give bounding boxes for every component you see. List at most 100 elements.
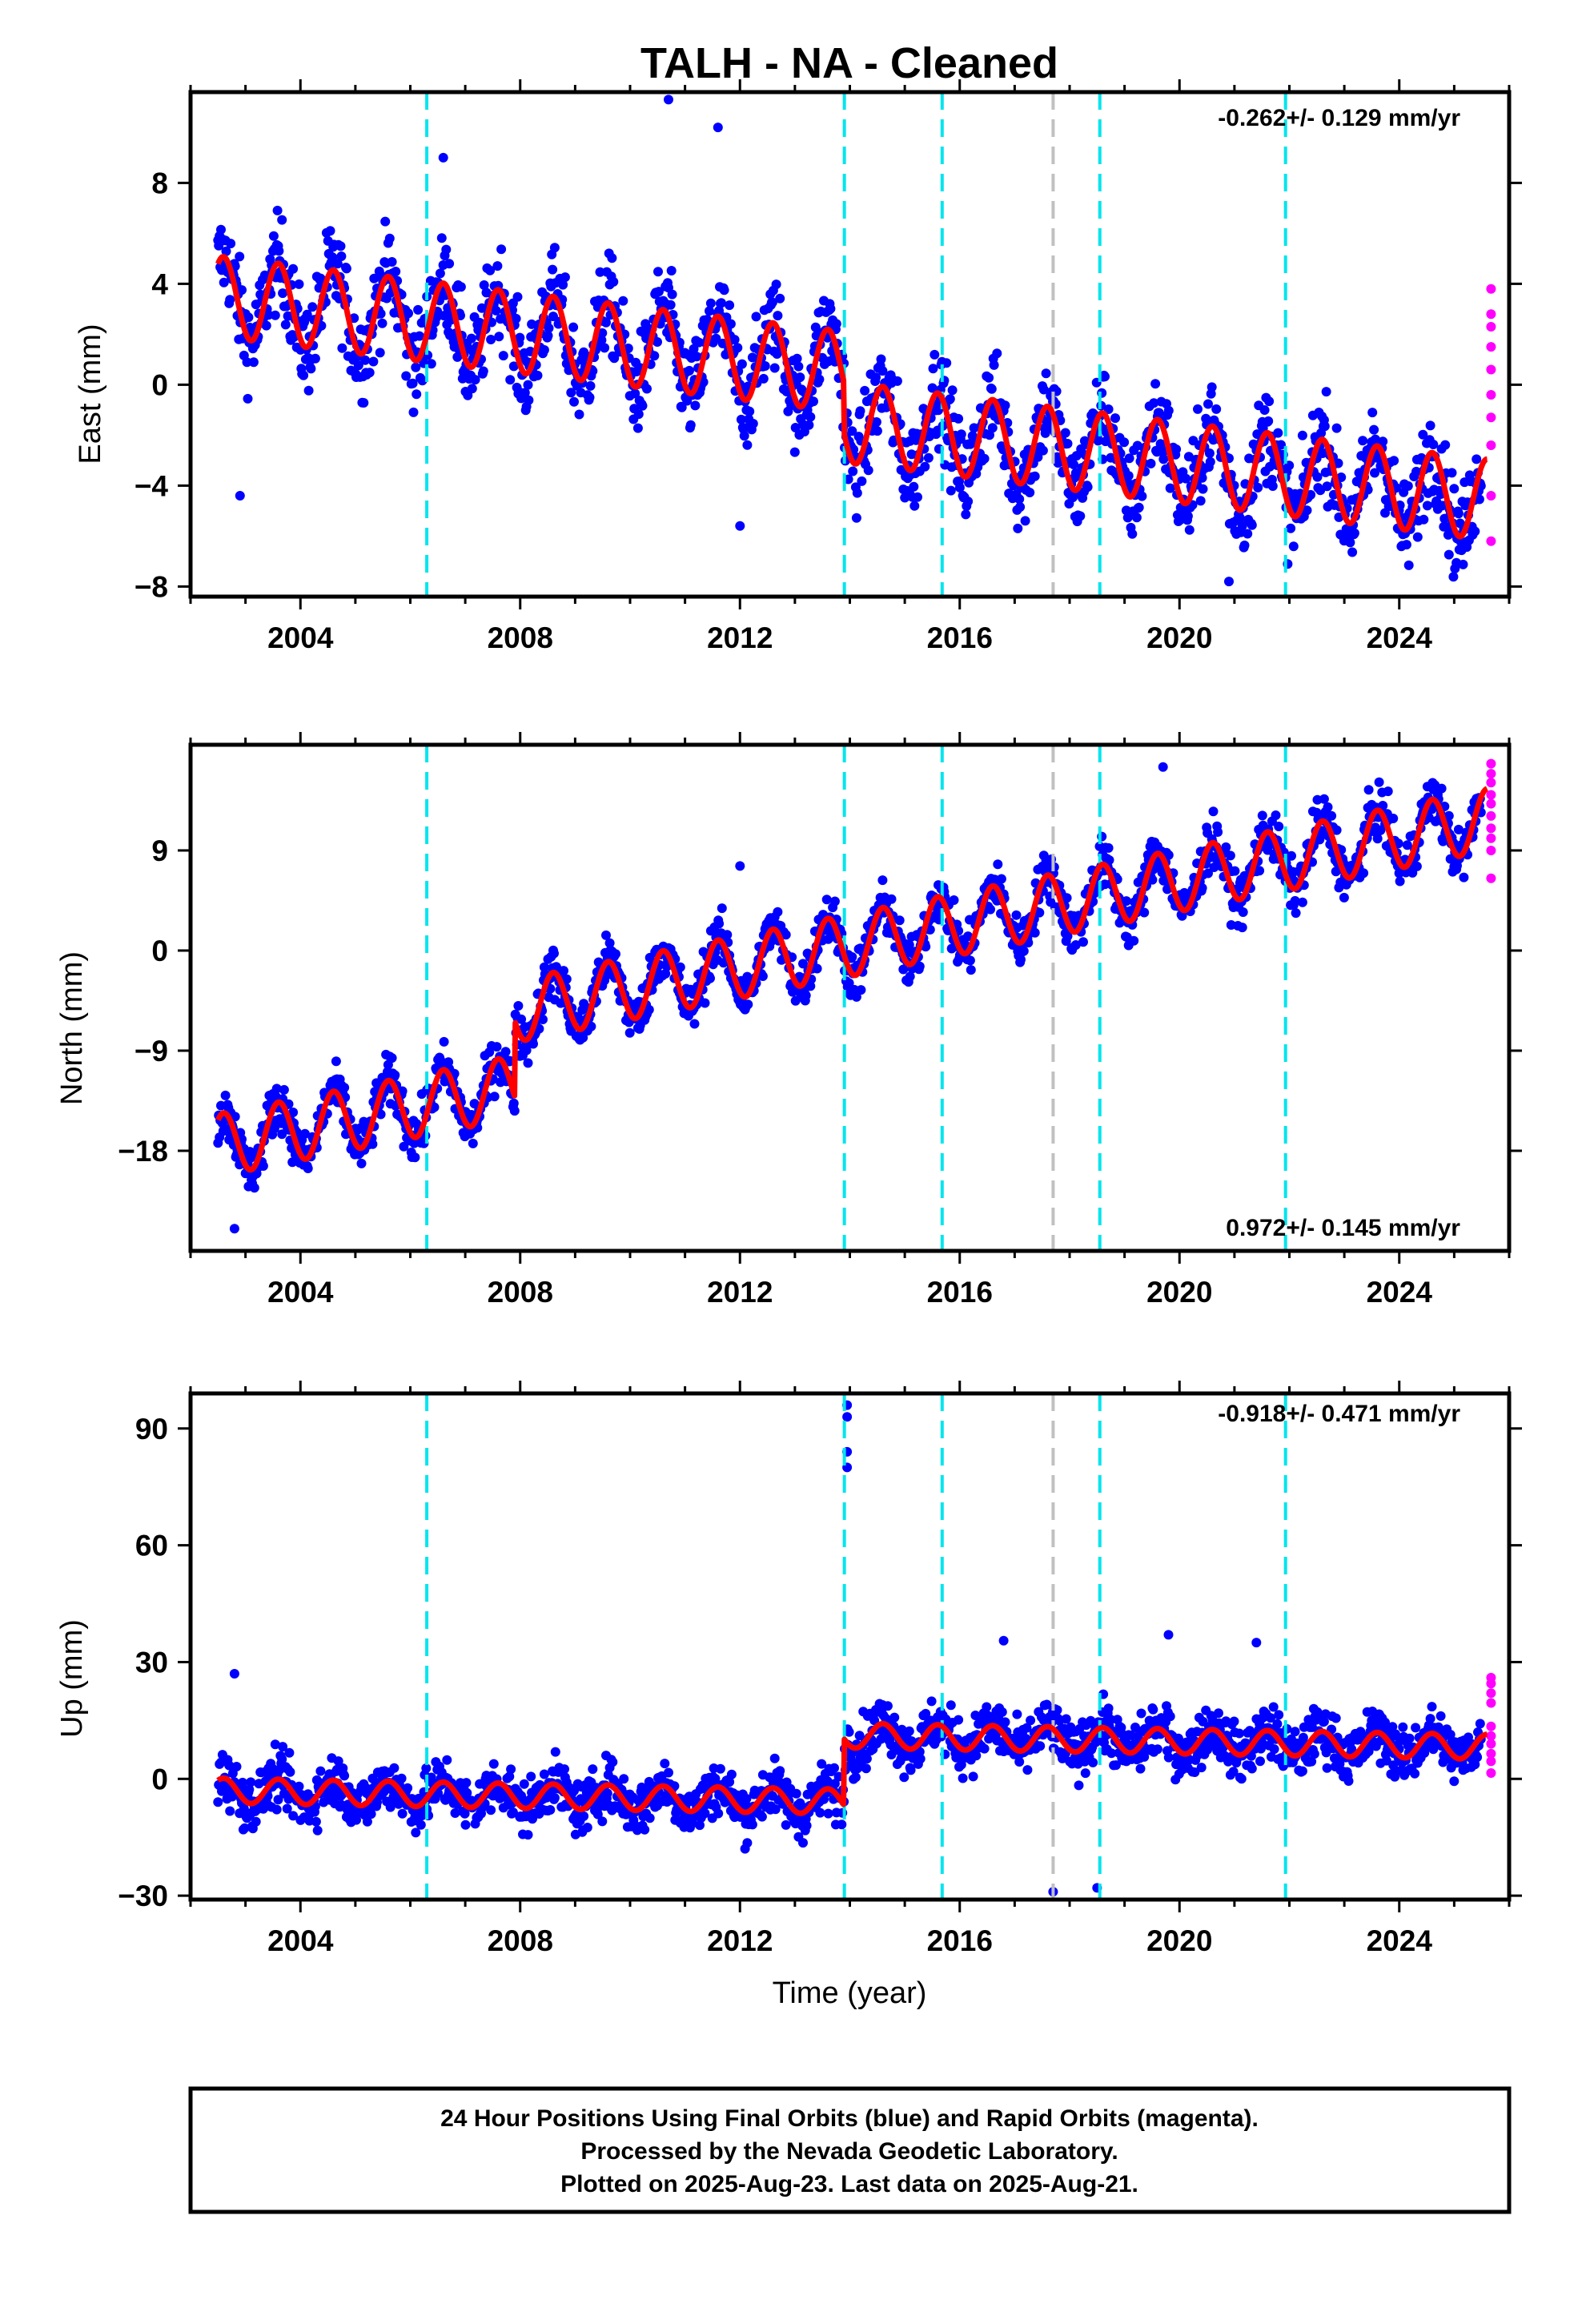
east-data-point (992, 348, 1002, 359)
east-data-point (336, 251, 347, 261)
east-data-point (1331, 423, 1342, 433)
north-data-point (1062, 893, 1072, 903)
east-data-point (237, 285, 247, 296)
up-data-point (979, 1743, 990, 1754)
north-data-point (1147, 875, 1158, 885)
up-data-point (1022, 1765, 1033, 1775)
up-data-point (1152, 1744, 1162, 1755)
north-data-point (399, 1141, 409, 1152)
north-data-point (1274, 822, 1284, 831)
east-data-point (412, 389, 422, 400)
north-outlier-point (229, 1224, 239, 1234)
east-data-point (1336, 472, 1347, 482)
east-data-point (463, 390, 473, 400)
east-data-point (769, 363, 780, 373)
north-data-point (611, 949, 620, 959)
north-x-tick-label: 2012 (707, 1276, 773, 1309)
east-rapid-point (1486, 342, 1496, 352)
up-data-point (486, 1805, 496, 1815)
north-rapid-point (1486, 833, 1496, 843)
east-data-point (1243, 529, 1253, 539)
east-rapid-point (1486, 364, 1496, 375)
east-data-point (725, 319, 736, 329)
east-data-point (436, 233, 447, 243)
east-data-point (242, 357, 252, 368)
north-data-point (700, 998, 710, 1008)
east-y-tick-label: −4 (135, 469, 169, 502)
east-data-point (417, 376, 428, 386)
north-data-point (949, 895, 959, 905)
east-data-point (1184, 525, 1195, 535)
up-data-point (1061, 1714, 1071, 1724)
north-data-point (886, 894, 897, 904)
north-data-point (439, 1036, 449, 1047)
north-data-point (898, 964, 909, 975)
north-data-point (367, 1139, 378, 1149)
east-data-point (568, 322, 579, 332)
east-data-point (337, 343, 347, 353)
north-data-point (1290, 895, 1300, 906)
east-data-point (909, 481, 919, 492)
east-data-point (1137, 491, 1147, 501)
east-data-point (989, 360, 999, 370)
east-data-point (969, 423, 979, 433)
east-x-tick-label: 2024 (1367, 621, 1433, 654)
east-data-point (1195, 496, 1206, 506)
up-data-point (815, 1807, 825, 1818)
up-data-point (251, 1816, 261, 1827)
east-data-point (494, 332, 504, 342)
east-data-point (485, 265, 496, 275)
east-data-point (1103, 404, 1114, 414)
east-data-point (1319, 421, 1330, 432)
up-data-point (526, 1771, 536, 1782)
east-data-point (303, 385, 314, 396)
up-data-point (1103, 1703, 1114, 1714)
north-data-point (1255, 866, 1265, 876)
east-data-point (1155, 439, 1166, 449)
east-data-point (1062, 439, 1073, 448)
up-data-point (850, 1772, 861, 1783)
north-data-point (1238, 907, 1248, 917)
east-data-point (310, 353, 320, 364)
up-data-point (982, 1702, 992, 1712)
east-data-point (920, 461, 930, 472)
up-data-point (461, 1778, 472, 1788)
east-data-point (923, 452, 934, 463)
north-data-point (1297, 897, 1307, 907)
east-data-point (515, 332, 525, 343)
up-data-point (791, 1788, 801, 1799)
up-data-point (1165, 1711, 1175, 1722)
north-data-point (1208, 806, 1219, 817)
north-y-tick-label: −18 (118, 1135, 168, 1168)
up-data-point (742, 1838, 753, 1848)
east-data-point (705, 306, 714, 316)
north-data-point (509, 1106, 520, 1116)
east-data-point (596, 335, 607, 345)
east-data-point (597, 328, 608, 338)
north-data-point (1383, 786, 1393, 797)
north-data-point (966, 965, 976, 975)
up-data-point (460, 1819, 471, 1830)
east-data-point (1150, 379, 1161, 389)
east-data-point (524, 395, 534, 405)
east-data-point (892, 376, 902, 386)
east-data-point (1273, 428, 1283, 438)
north-data-point (1363, 785, 1374, 795)
east-data-point (560, 272, 570, 283)
east-data-point (595, 267, 605, 277)
up-data-point (549, 1793, 560, 1803)
north-data-point (705, 973, 715, 983)
up-data-point (1135, 1763, 1146, 1774)
north-data-point (1378, 801, 1388, 810)
north-data-point (1203, 868, 1213, 879)
up-data-point (997, 1707, 1007, 1717)
north-data-point (1070, 940, 1081, 950)
east-data-point (961, 509, 971, 520)
north-rapid-point (1486, 769, 1496, 779)
up-data-point (829, 1763, 839, 1773)
east-data-point (1060, 428, 1070, 438)
north-data-point (675, 962, 685, 972)
east-data-point (375, 348, 385, 358)
east-outlier-point (438, 152, 448, 163)
east-data-point (1286, 523, 1296, 533)
